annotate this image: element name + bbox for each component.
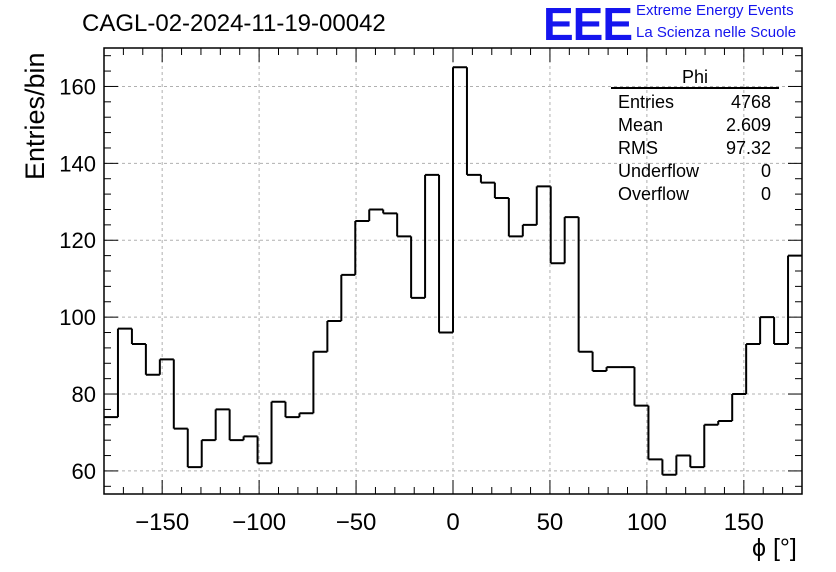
x-tick-label: 150 bbox=[724, 509, 764, 536]
y-tick-label: 100 bbox=[59, 305, 96, 330]
y-tick-label: 120 bbox=[59, 228, 96, 253]
stats-label: Underflow bbox=[618, 161, 700, 181]
histogram-bin bbox=[787, 254, 802, 345]
stats-label: RMS bbox=[618, 138, 658, 158]
histogram-bin bbox=[382, 209, 398, 215]
histogram-bin bbox=[661, 459, 677, 476]
histogram-bin bbox=[242, 435, 258, 441]
x-tick-label: −50 bbox=[336, 509, 377, 536]
histogram-bin bbox=[424, 173, 440, 298]
histogram-bin bbox=[689, 455, 705, 469]
stats-label: Overflow bbox=[618, 184, 690, 204]
x-tick-label: 0 bbox=[446, 509, 459, 536]
histogram-bin bbox=[493, 182, 509, 199]
histogram-bin bbox=[410, 236, 426, 299]
histogram-bin bbox=[591, 351, 607, 372]
histogram-bin bbox=[577, 217, 593, 353]
y-tick-label: 80 bbox=[72, 382, 96, 407]
histogram-bin bbox=[731, 393, 747, 421]
histogram-bin bbox=[214, 408, 230, 441]
histogram-bin bbox=[256, 436, 272, 465]
stats-value: 97.32 bbox=[725, 138, 771, 158]
histogram-bin bbox=[312, 350, 328, 414]
histogram-bin bbox=[396, 213, 412, 238]
histogram-bin bbox=[298, 412, 314, 418]
histogram-bin bbox=[675, 454, 691, 475]
stats-box: Phi Entries 4768 Mean 2.609 RMS 97.32 Un… bbox=[611, 67, 779, 206]
histogram-bin bbox=[326, 319, 342, 352]
stats-value: 0 bbox=[760, 161, 771, 181]
y-axis-label: Entries/bin bbox=[20, 52, 50, 180]
x-tick-label: 100 bbox=[627, 509, 667, 536]
histogram-bars bbox=[104, 66, 802, 476]
eee-logo: EEE bbox=[543, 0, 633, 50]
histogram-bin bbox=[158, 358, 174, 375]
y-tick-label: 140 bbox=[59, 151, 96, 176]
histogram-bin bbox=[521, 223, 537, 237]
histogram-bin bbox=[340, 273, 356, 321]
stats-value: 4768 bbox=[730, 92, 771, 112]
histogram-bin bbox=[200, 439, 216, 468]
stats-value: 0 bbox=[760, 184, 771, 204]
histogram-bin bbox=[354, 220, 370, 275]
histogram-bin bbox=[452, 66, 467, 333]
histogram-bin bbox=[186, 428, 202, 469]
logo-line-2: La Scienza nelle Scuole bbox=[636, 24, 797, 41]
stats-row-overflow: Overflow 0 bbox=[611, 183, 779, 206]
x-tick-label: 50 bbox=[537, 509, 564, 536]
histogram-bin bbox=[368, 208, 384, 222]
histogram-bin bbox=[549, 186, 565, 265]
histogram-bin bbox=[535, 185, 551, 225]
histogram-bin bbox=[633, 367, 649, 407]
histogram-bin bbox=[717, 419, 733, 425]
histogram-bin bbox=[172, 359, 188, 430]
histogram-bin bbox=[759, 316, 775, 345]
y-axis-ticks: 60 80 100 120 140 160 bbox=[59, 55, 802, 487]
y-tick-label: 60 bbox=[72, 459, 96, 484]
x-axis-ticks: −150 −100 −50 0 50 100 150 bbox=[103, 48, 803, 536]
stats-row-entries: Entries 4768 bbox=[611, 91, 779, 114]
stats-row-rms: RMS 97.32 bbox=[611, 137, 779, 160]
histogram-bin bbox=[745, 343, 761, 395]
histogram-bin bbox=[703, 423, 719, 468]
stats-label: Entries bbox=[618, 92, 675, 112]
histogram-bin bbox=[144, 344, 160, 376]
histogram-bin bbox=[130, 328, 146, 346]
stats-value: 2.609 bbox=[725, 115, 771, 135]
x-tick-label: −100 bbox=[232, 509, 286, 536]
y-tick-label: 160 bbox=[59, 74, 96, 99]
histogram-bin bbox=[228, 409, 244, 442]
stats-label: Mean bbox=[618, 115, 664, 135]
histogram-bin bbox=[507, 197, 523, 238]
histogram-bin bbox=[465, 67, 481, 176]
histogram-bin bbox=[773, 317, 789, 346]
stats-row-underflow: Underflow 0 bbox=[611, 160, 779, 183]
histogram-bin bbox=[479, 174, 495, 184]
logo-line-1: Extreme Energy Events bbox=[636, 2, 794, 19]
histogram-bin bbox=[438, 174, 453, 334]
histogram-bin bbox=[647, 405, 663, 461]
histogram-bin bbox=[563, 216, 579, 264]
chart-title: CAGL-02-2024-11-19-00042 bbox=[82, 10, 386, 37]
x-tick-label: −150 bbox=[135, 509, 189, 536]
stats-row-mean: Mean 2.609 bbox=[611, 114, 779, 137]
histogram-bin bbox=[284, 401, 300, 419]
histogram-bin bbox=[605, 366, 621, 371]
histogram-bin bbox=[270, 400, 286, 464]
stats-name: Phi bbox=[611, 67, 779, 89]
histogram-bin bbox=[116, 327, 132, 418]
x-axis-label: ϕ [°] bbox=[752, 534, 797, 562]
